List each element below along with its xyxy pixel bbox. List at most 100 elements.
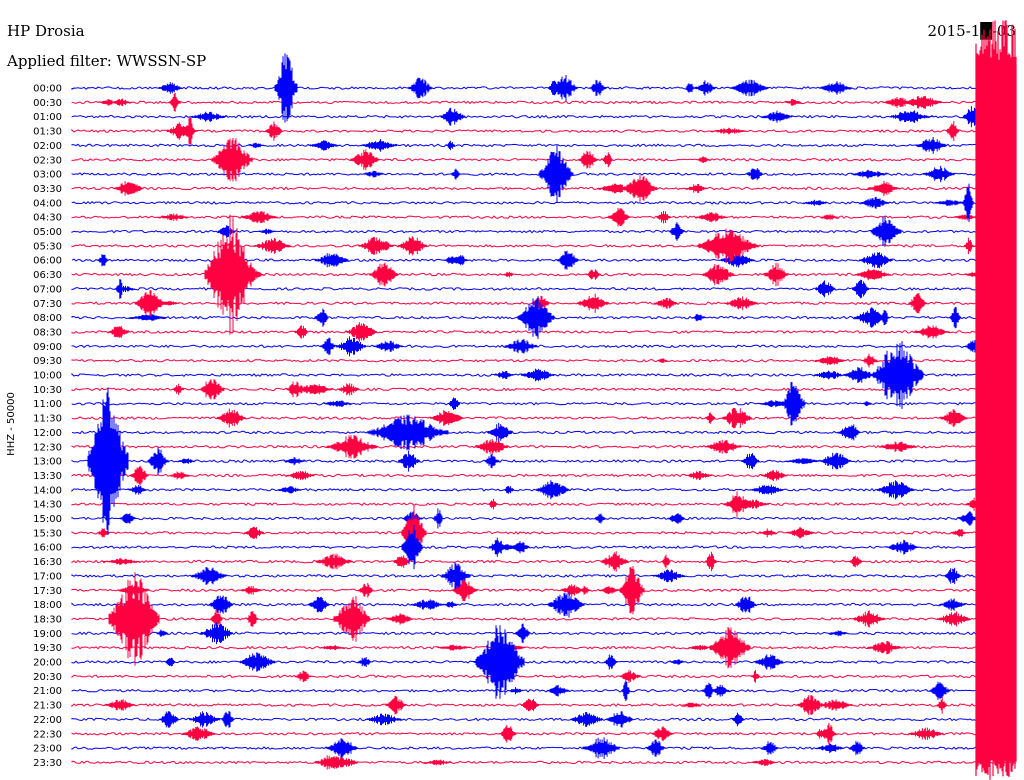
trace-line [71,573,1017,578]
row-label: 10:30 [33,385,62,396]
event-burst [494,371,514,379]
event-burst [521,698,539,712]
event-burst [600,551,629,572]
trace-line [71,731,1017,736]
event-burst [315,553,353,570]
trace-line [71,688,1016,693]
event-burst [710,127,748,135]
event-burst [503,486,515,494]
event-burst [702,264,735,286]
event-burst [401,525,423,570]
event-burst [859,252,894,269]
row-label: 05:00 [33,227,62,238]
event-burst [760,470,788,481]
event-burst [440,107,466,126]
event-burst [97,254,109,267]
event-burst [916,98,936,107]
event-burst [915,137,947,154]
row-label: 17:30 [33,586,62,597]
event-burst [606,711,633,728]
event-burst [369,262,399,287]
row-label: 18:30 [33,614,62,625]
event-burst [680,702,702,708]
event-burst [867,641,902,655]
event-burst [820,452,852,470]
event-burst [503,271,514,278]
event-burst [667,513,685,524]
event-burst [240,211,278,224]
row-labels: 00:00 00:30 01:00 01:30 02:00 02:30 03:00 03:30… [33,84,62,769]
event-burst [108,572,160,666]
event-burst [283,457,306,466]
event-burst [216,408,246,428]
event-burst [965,511,975,526]
event-burst [761,741,779,755]
event-burst [96,528,110,538]
event-burst [488,537,506,557]
event-burst [594,513,606,524]
event-burst [815,729,828,739]
trace-line [71,416,1017,420]
event-burst [208,595,233,614]
event-burst [685,184,709,193]
row-label: 10:00 [33,371,62,382]
event-burst [949,529,969,537]
event-burst [589,79,607,97]
event-burst [852,610,885,628]
event-burst [585,269,601,280]
trace-line [71,86,1017,90]
event-burst [385,613,414,625]
event-burst [721,408,752,429]
event-burst [622,175,658,202]
trace-line [71,143,1017,148]
event-burst [156,629,169,637]
event-burst [367,414,449,451]
event-burst [345,322,377,342]
event-burst [784,458,822,465]
event-burst [923,165,956,183]
event-burst [669,222,685,241]
row-label: 21:30 [33,701,62,712]
event-burst [504,339,538,354]
event-burst [474,438,510,455]
trace-line [71,387,1017,392]
event-burst [886,539,920,555]
row-label: 20:00 [33,658,62,669]
row-label: 22:30 [33,729,62,740]
event-burst [819,81,852,95]
event-burst [751,759,777,766]
event-burst [484,454,500,469]
event-burst [452,579,478,602]
trace-line [71,559,1017,564]
event-burst [320,337,336,356]
row-label: 12:30 [33,442,62,453]
event-burst [882,97,914,108]
chart-subtitle: Applied filter: WWSSN-SP [6,52,206,70]
trace-line [71,473,1017,478]
event-burst [221,711,235,728]
row-label: 19:00 [33,629,62,640]
event-burst [878,441,917,452]
saturated-event [975,20,1017,780]
event-burst [763,262,789,287]
trace-line [71,215,1017,219]
event-burst [385,695,407,715]
event-burst [448,397,460,410]
event-burst [520,368,555,382]
trace-line [71,459,1017,463]
row-label: 00:30 [33,98,62,109]
event-burst [751,670,760,683]
event-burst [691,313,706,322]
row-label: 23:30 [33,758,62,769]
event-burst [410,599,445,610]
event-burst [802,199,829,206]
event-burst [601,152,613,168]
row-label: 16:30 [33,557,62,568]
row-label: 14:30 [33,500,62,511]
event-burst [130,465,149,486]
row-label: 15:00 [33,514,62,525]
event-burst [657,358,668,363]
event-burst [358,236,395,255]
event-burst [656,210,671,224]
event-burst [784,98,802,106]
